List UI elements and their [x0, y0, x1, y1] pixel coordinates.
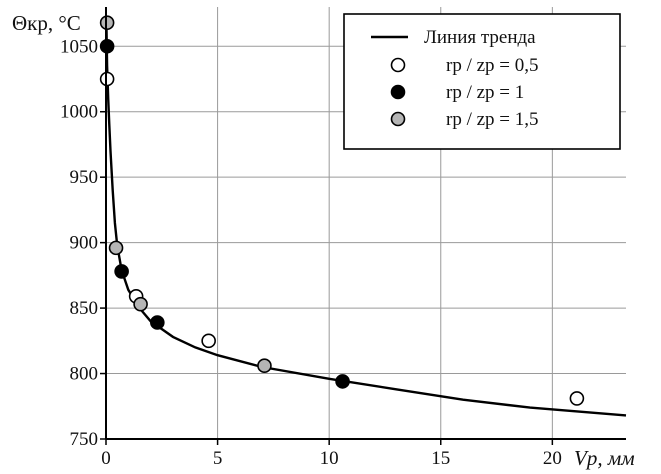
- data-point-black: [114, 264, 129, 279]
- legend-marker-black: [390, 84, 406, 100]
- data-point-black: [150, 315, 165, 330]
- data-point-open: [99, 71, 115, 87]
- y-tick-label: 950: [70, 167, 99, 188]
- y-tick-label: 750: [70, 429, 99, 450]
- legend-label: Линия тренда: [424, 27, 536, 48]
- data-point-open: [569, 391, 585, 406]
- tick-labels: 0 5 10 15 20 750 800 850 900 950 1000 1050: [60, 36, 562, 469]
- data-point-black: [335, 374, 350, 389]
- legend-label: rp / zp = 0,5: [446, 55, 539, 76]
- x-tick-label: 15: [431, 448, 450, 469]
- y-axis-title: Θкр, °C: [12, 11, 81, 35]
- data-point-gray: [108, 240, 124, 256]
- y-tick-label: 800: [70, 364, 99, 385]
- legend-label: rp / zp = 1: [446, 82, 524, 103]
- y-tick-label: 900: [70, 233, 99, 254]
- y-tick-label: 850: [70, 298, 99, 319]
- y-tick-label: 1050: [60, 36, 98, 57]
- x-tick-label: 10: [320, 448, 339, 469]
- data-point-open: [201, 333, 216, 349]
- legend-label: rp / zp = 1,5: [446, 109, 539, 130]
- data-point-gray: [257, 358, 272, 373]
- data-point-gray: [133, 296, 148, 312]
- x-tick-label: 0: [101, 448, 111, 469]
- legend: Линия тренда rp / zp = 0,5 rp / zp = 1 rp /…: [343, 13, 621, 150]
- axes: [100, 7, 626, 445]
- data-point-gray: [99, 15, 115, 31]
- legend-marker-open: [390, 57, 406, 73]
- y-tick-label: 1000: [60, 102, 98, 123]
- legend-marker-gray: [390, 111, 406, 127]
- x-axis-title: Vp, мм: [574, 446, 635, 470]
- x-tick-label: 20: [543, 448, 562, 469]
- data-points: [99, 15, 585, 406]
- x-tick-label: 5: [213, 448, 223, 469]
